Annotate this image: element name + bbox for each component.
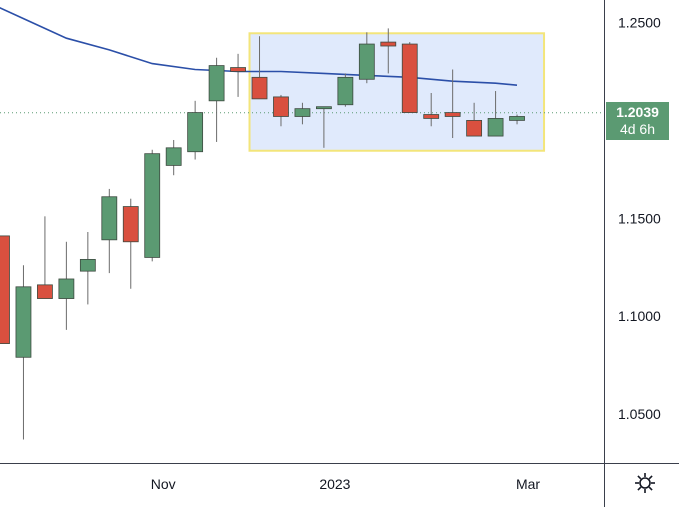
candle bbox=[466, 102, 483, 137]
candle-body-down bbox=[423, 114, 440, 119]
candle-body-down bbox=[380, 41, 397, 47]
candle bbox=[401, 42, 418, 113]
candle bbox=[0, 235, 10, 344]
candle-body-up bbox=[15, 286, 32, 358]
candle-body-up bbox=[58, 278, 75, 299]
candle-body-down bbox=[122, 206, 139, 243]
candle-body-up bbox=[208, 65, 225, 102]
bar-countdown: 4d 6h bbox=[619, 120, 656, 137]
candle bbox=[337, 73, 354, 107]
candle-body-up bbox=[144, 153, 161, 258]
candle bbox=[58, 241, 75, 330]
y-tick-label: 1.1000 bbox=[618, 308, 661, 324]
candle bbox=[251, 36, 268, 100]
candle-body-down bbox=[273, 96, 289, 117]
candle-body-up bbox=[187, 112, 204, 153]
candle-body-down bbox=[251, 76, 268, 100]
y-tick-label: 1.0500 bbox=[618, 406, 661, 422]
candle bbox=[37, 216, 53, 299]
candle bbox=[380, 28, 397, 74]
candle-body-down bbox=[37, 284, 53, 299]
candle bbox=[487, 91, 504, 137]
candle bbox=[273, 94, 289, 127]
candle-body-up bbox=[487, 118, 504, 137]
candle bbox=[144, 149, 161, 262]
candle bbox=[187, 100, 204, 160]
candle bbox=[358, 32, 375, 84]
candle-body-down bbox=[230, 67, 246, 72]
candle bbox=[165, 139, 182, 176]
candle-body-up bbox=[79, 258, 96, 272]
candle bbox=[315, 106, 332, 148]
candle bbox=[294, 102, 311, 125]
candle-body-down bbox=[0, 235, 10, 344]
candle bbox=[79, 231, 96, 305]
candle-body-up bbox=[315, 106, 332, 110]
candle-body-up bbox=[101, 196, 118, 241]
candle-body-down bbox=[466, 119, 483, 137]
candle bbox=[101, 188, 118, 274]
candle bbox=[423, 92, 440, 127]
x-tick-label: Mar bbox=[516, 476, 540, 492]
y-tick-label: 1.1500 bbox=[618, 210, 661, 226]
candle-body-up bbox=[294, 108, 311, 117]
x-tick-label: Nov bbox=[151, 476, 176, 492]
x-tick-label: 2023 bbox=[319, 476, 350, 492]
settings-gear-icon[interactable] bbox=[632, 470, 658, 496]
candle bbox=[15, 265, 32, 440]
candle bbox=[208, 57, 225, 142]
candle-body-down bbox=[401, 43, 418, 113]
last-price-value: 1.2039 bbox=[616, 103, 659, 120]
y-tick-label: 1.2500 bbox=[618, 15, 661, 31]
candle-body-down bbox=[444, 112, 461, 117]
last-price-tag: 1.2039 4d 6h bbox=[606, 101, 669, 140]
candle-body-up bbox=[337, 76, 354, 106]
candle-body-up bbox=[358, 43, 375, 80]
candle bbox=[122, 198, 139, 289]
candle-body-up bbox=[509, 116, 525, 121]
candle-body-up bbox=[165, 147, 182, 166]
candle bbox=[444, 69, 461, 139]
candle bbox=[230, 53, 246, 97]
candle bbox=[509, 114, 525, 125]
